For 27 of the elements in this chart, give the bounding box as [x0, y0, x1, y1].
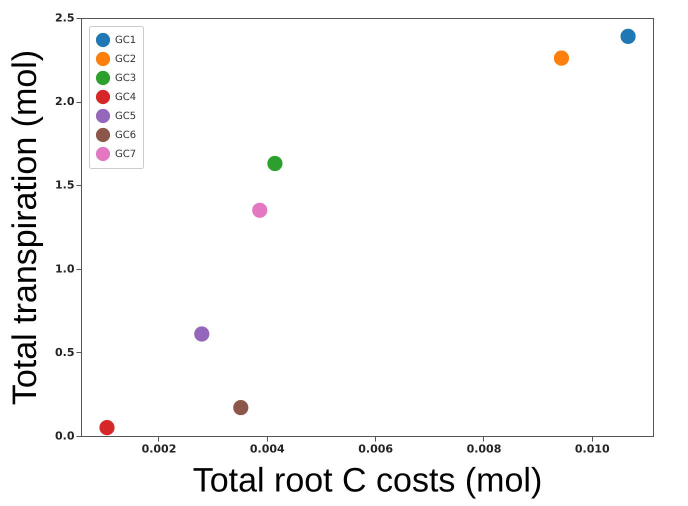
x-axis-title: Total root C costs (mol) [192, 462, 542, 500]
y-axis-title: Total transpiration (mol) [6, 50, 44, 406]
point [233, 400, 248, 416]
legend-label: GC5 [115, 111, 136, 122]
point [99, 420, 115, 436]
x-tick-label: 0.002 [142, 442, 176, 456]
legend-label: GC1 [115, 35, 136, 46]
legend-label: GC4 [115, 92, 136, 103]
y-tick-label: 2.5 [55, 12, 74, 24]
legend-label: GC3 [115, 73, 136, 84]
legend-label: GC6 [115, 130, 136, 141]
point [252, 202, 268, 218]
x-tick-label: 0.008 [466, 442, 502, 456]
y-tick-label: 1.0 [55, 262, 75, 276]
y-tick-label: 0.5 [55, 346, 74, 359]
y-tick-label: 2.0 [55, 95, 75, 108]
y-tick-label: 1.5 [55, 178, 74, 192]
point [620, 28, 636, 44]
point [267, 156, 282, 172]
y-tick-label: 0.0 [55, 430, 75, 442]
legend-label: GC2 [115, 54, 136, 65]
x-tick-label: 0.010 [574, 442, 610, 456]
x-tick-label: 0.004 [250, 442, 286, 456]
legend-label: GC7 [115, 149, 136, 160]
point [554, 50, 570, 66]
point [194, 326, 210, 342]
x-tick-label: 0.006 [358, 442, 394, 456]
